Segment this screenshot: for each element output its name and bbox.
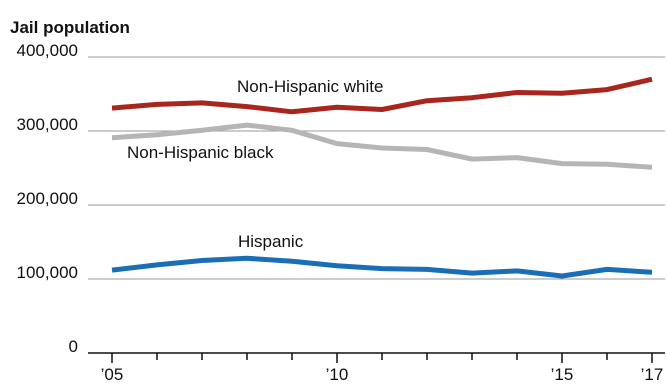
y-tick-label: 200,000 xyxy=(17,189,78,208)
x-tick-label: ’15 xyxy=(551,365,574,384)
y-tick-label: 400,000 xyxy=(17,41,78,60)
y-tick-label: 100,000 xyxy=(17,263,78,282)
x-tick-label: ’05 xyxy=(101,365,124,384)
series-line-hispanic xyxy=(111,255,653,279)
series-label-non-hispanic-black: Non-Hispanic black xyxy=(127,143,274,162)
chart-title: Jail population xyxy=(10,18,130,37)
x-tick-label: ’10 xyxy=(326,365,349,384)
x-axis: ’05 ’10 ’15 ’17 xyxy=(88,352,665,384)
series-label-non-hispanic-white: Non-Hispanic white xyxy=(237,77,383,96)
y-tick-label: 300,000 xyxy=(17,115,78,134)
y-tick-label: 0 xyxy=(69,337,78,356)
series-lines xyxy=(111,76,653,279)
y-axis: 0 100,000 200,000 300,000 400,000 xyxy=(17,41,78,356)
series-label-hispanic: Hispanic xyxy=(238,232,304,251)
x-tick-label: ’17 xyxy=(641,365,664,384)
series-line-non-hispanic-black xyxy=(111,122,653,170)
series-line-non-hispanic-white xyxy=(111,76,653,115)
